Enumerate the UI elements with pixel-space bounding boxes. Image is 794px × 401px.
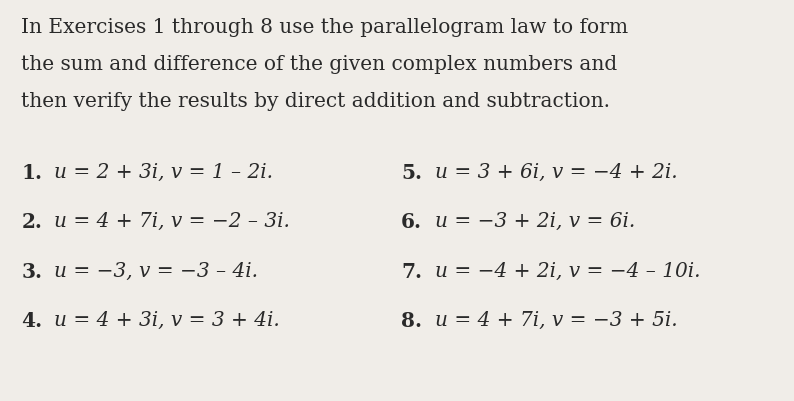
Text: u = 2 + 3i, v = 1 – 2i.: u = 2 + 3i, v = 1 – 2i. <box>54 162 273 181</box>
Text: u = 4 + 7i, v = −2 – 3i.: u = 4 + 7i, v = −2 – 3i. <box>54 212 290 231</box>
Text: 4.: 4. <box>21 310 43 330</box>
Text: 7.: 7. <box>401 261 422 281</box>
Text: then verify the results by direct addition and subtraction.: then verify the results by direct additi… <box>21 92 611 111</box>
Text: u = −3, v = −3 – 4i.: u = −3, v = −3 – 4i. <box>54 261 258 280</box>
Text: 6.: 6. <box>401 212 422 232</box>
Text: 1.: 1. <box>21 162 42 182</box>
Text: In Exercises 1 through 8 use the parallelogram law to form: In Exercises 1 through 8 use the paralle… <box>21 18 629 37</box>
Text: u = 3 + 6i, v = −4 + 2i.: u = 3 + 6i, v = −4 + 2i. <box>435 162 678 181</box>
Text: 8.: 8. <box>401 310 422 330</box>
Text: u = −3 + 2i, v = 6i.: u = −3 + 2i, v = 6i. <box>435 212 635 231</box>
Text: u = 4 + 3i, v = 3 + 4i.: u = 4 + 3i, v = 3 + 4i. <box>54 310 279 329</box>
Text: 5.: 5. <box>401 162 422 182</box>
Text: the sum and difference of the given complex numbers and: the sum and difference of the given comp… <box>21 55 618 74</box>
Text: u = −4 + 2i, v = −4 – 10i.: u = −4 + 2i, v = −4 – 10i. <box>435 261 700 280</box>
Text: 3.: 3. <box>21 261 42 281</box>
Text: 2.: 2. <box>21 212 42 232</box>
Text: u = 4 + 7i, v = −3 + 5i.: u = 4 + 7i, v = −3 + 5i. <box>435 310 678 329</box>
